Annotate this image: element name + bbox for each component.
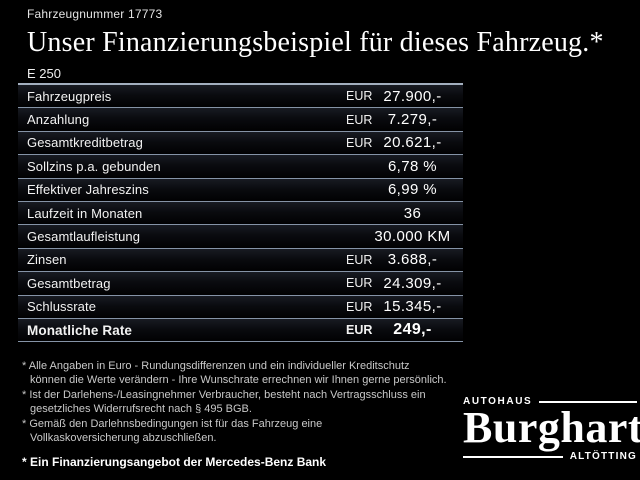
finance-table-row: Anzahlung EUR 7.279,- xyxy=(18,108,463,132)
finance-table-row: Gesamtbetrag EUR 24.309,- xyxy=(18,272,463,296)
footnote-item: * Gemäß den Darlehnsbedingungen ist für … xyxy=(22,418,323,444)
row-label: Laufzeit in Monaten xyxy=(27,205,143,221)
row-value: 7.279,- xyxy=(387,111,438,129)
row-currency: EUR xyxy=(346,323,373,338)
row-label: Fahrzeugpreis xyxy=(27,88,112,104)
row-value: 27.900,- xyxy=(383,87,442,105)
row-label: Anzahlung xyxy=(27,112,90,128)
finance-table: Fahrzeugpreis EUR 27.900,- Anzahlung EUR… xyxy=(18,83,463,343)
row-value: 24.309,- xyxy=(383,274,442,292)
row-value: 3.688,- xyxy=(387,251,438,269)
financing-bank-note: * Ein Finanzierungsangebot der Mercedes-… xyxy=(22,455,327,469)
finance-table-row: Sollzins p.a. gebunden 6,78 % xyxy=(18,155,463,179)
row-currency: EUR xyxy=(346,89,373,104)
dealer-logo: AUTOHAUS Burghart ALTÖTTING xyxy=(463,396,640,462)
finance-table-row: Monatliche Rate EUR 249,- xyxy=(18,318,463,343)
row-label: Monatliche Rate xyxy=(27,322,133,338)
header: Fahrzeugnummer 17773 Unser Finanzierungs… xyxy=(27,7,604,81)
footnote-item: * Ist der Darlehens-/Leasingnehmer Verbr… xyxy=(22,389,426,415)
finance-table-row: Laufzeit in Monaten 36 xyxy=(18,201,463,226)
row-value: 30.000 KM xyxy=(374,228,451,246)
finance-table-row: Zinsen EUR 3.688,- xyxy=(18,248,463,273)
finance-table-row: Schlussrate EUR 15.345,- xyxy=(18,295,463,319)
footnotes: * Alle Angaben in Euro - Rundungsdiffere… xyxy=(22,360,492,470)
vehicle-number: Fahrzeugnummer 17773 xyxy=(27,7,163,21)
logo-rule-bottom xyxy=(463,455,563,458)
logo-city-label: ALTÖTTING xyxy=(569,451,637,462)
finance-table-row: Fahrzeugpreis EUR 27.900,- xyxy=(18,85,463,109)
row-label: Schlussrate xyxy=(27,299,97,315)
logo-autohaus-label: AUTOHAUS xyxy=(463,396,533,407)
row-label: Gesamtlaufleistung xyxy=(27,229,141,245)
finance-table-row: Gesamtkreditbetrag EUR 20.621,- xyxy=(18,131,463,156)
row-currency: EUR xyxy=(346,135,373,150)
row-label: Effektiver Jahreszins xyxy=(27,182,149,198)
finance-table-row: Effektiver Jahreszins 6,99 % xyxy=(18,178,463,202)
row-currency: EUR xyxy=(346,112,373,127)
logo-top-row: AUTOHAUS xyxy=(463,396,637,407)
row-value: 6,78 % xyxy=(387,157,438,175)
row-currency: EUR xyxy=(346,299,373,314)
row-label: Gesamtkreditbetrag xyxy=(27,135,143,151)
finance-table-row: Gesamtlaufleistung 30.000 KM xyxy=(18,225,463,249)
logo-dealer-name: Burghart xyxy=(463,403,640,452)
row-value: 36 xyxy=(403,204,422,222)
logo-bottom-row: ALTÖTTING xyxy=(463,451,637,462)
row-value: 15.345,- xyxy=(383,298,442,316)
logo-rule-top xyxy=(539,400,637,403)
footnote-item: * Alle Angaben in Euro - Rundungsdiffere… xyxy=(22,360,447,386)
row-value: 249,- xyxy=(393,321,432,339)
row-label: Gesamtbetrag xyxy=(27,275,111,291)
row-label: Zinsen xyxy=(27,252,67,268)
footnote-list: * Alle Angaben in Euro - Rundungsdiffere… xyxy=(22,360,492,445)
row-value: 6,99 % xyxy=(387,181,438,199)
vehicle-model: E 250 xyxy=(27,66,61,81)
row-currency: EUR xyxy=(346,276,373,291)
row-value: 20.621,- xyxy=(383,134,442,152)
page-title: Unser Finanzierungsbeispiel für dieses F… xyxy=(27,27,604,58)
row-currency: EUR xyxy=(346,252,373,267)
row-label: Sollzins p.a. gebunden xyxy=(27,158,161,174)
